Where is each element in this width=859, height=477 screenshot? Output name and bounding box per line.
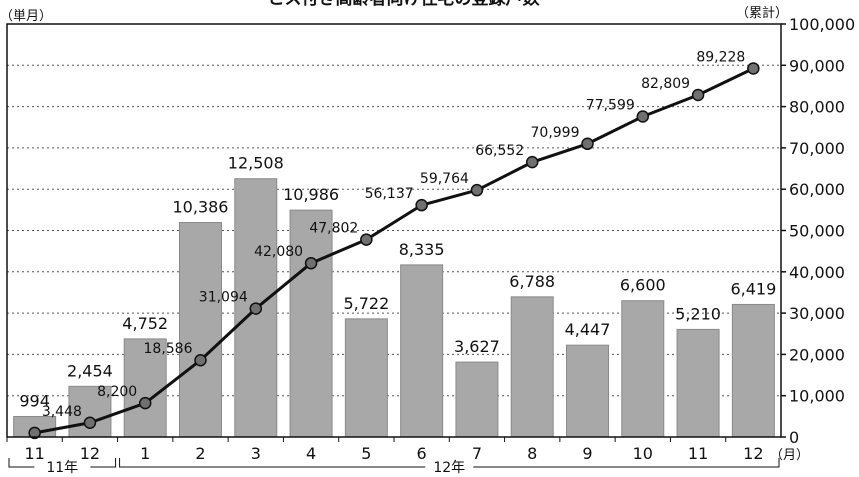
- x-tick-label: 3: [251, 444, 261, 463]
- line-point: [249, 302, 263, 315]
- bar: [621, 300, 665, 438]
- left-unit-label: （単月）: [0, 8, 52, 24]
- month-unit-label: （月）: [770, 448, 809, 463]
- cumulative-value-label: 82,809: [641, 76, 690, 92]
- bar-value-label: 4,447: [565, 320, 611, 339]
- line-point: [415, 198, 428, 212]
- line-point: [581, 137, 594, 151]
- year-group-label: 11年: [46, 460, 78, 476]
- bar: [455, 361, 499, 438]
- bar-value-label: 3,627: [454, 337, 500, 356]
- cumulative-line: [34, 67, 755, 435]
- bar-value-label: 5,210: [675, 304, 721, 323]
- year-bracket: [90, 458, 117, 468]
- data-labels: 994 2,454 4,752 10,386 12,508 10,986 5,722 8,33…: [19, 49, 776, 419]
- bar-value-label: 994: [19, 391, 50, 410]
- bar-value-label: 6,788: [509, 272, 555, 291]
- y-tick-label: 30,000: [789, 304, 845, 323]
- year-bracket: [119, 458, 426, 468]
- x-tick-label: 8: [527, 444, 537, 463]
- y-tick-label: 70,000: [789, 139, 845, 158]
- bar: [566, 344, 609, 438]
- y-tick-label: 80,000: [789, 98, 845, 117]
- line-point: [28, 426, 41, 440]
- x-tick-label: 9: [582, 444, 592, 463]
- bar-value-label: 10,986: [283, 185, 339, 204]
- line-point: [525, 155, 539, 169]
- line-point: [470, 183, 484, 197]
- line-series: [28, 62, 760, 440]
- y-tick-label: 10,000: [789, 387, 845, 406]
- y-tick-label: 40,000: [789, 263, 845, 282]
- cumulative-value-label: 31,094: [199, 290, 248, 306]
- y-tick-label: 0: [789, 428, 799, 447]
- x-tick-label: 10: [633, 444, 653, 463]
- chart-title: ーとス付き高齢者向け住宅の登録戸数: [251, 0, 541, 9]
- year-group-label: 12年: [433, 460, 465, 476]
- x-tick-label: 1: [140, 444, 150, 463]
- x-tick-label: 4: [306, 444, 316, 463]
- x-tick-label: 2: [195, 444, 205, 463]
- x-tick-label: 6: [417, 444, 427, 463]
- y-tick-label: 90,000: [789, 56, 845, 75]
- bar-value-label: 12,508: [228, 154, 284, 173]
- cumulative-value-label: 3,448: [42, 404, 82, 420]
- cumulative-value-label: 77,599: [586, 98, 635, 114]
- bar-value-label: 6,600: [620, 276, 666, 295]
- line-point: [636, 110, 650, 123]
- year-bracket: [8, 458, 35, 468]
- bar: [344, 318, 388, 438]
- bar-value-label: 2,454: [67, 361, 113, 380]
- bar-value-label: 6,419: [730, 279, 776, 298]
- bar-series: [13, 178, 775, 438]
- bar: [731, 303, 775, 438]
- x-tick-label: 12: [743, 444, 763, 463]
- y-tick-label: 100,000: [789, 15, 855, 34]
- bar-value-label: 10,386: [173, 198, 229, 217]
- cumulative-value-label: 18,586: [144, 341, 193, 357]
- bar-value-label: 5,722: [343, 294, 389, 313]
- bar-value-label: 8,335: [399, 240, 445, 259]
- bar: [179, 222, 222, 438]
- x-tick-label: 5: [361, 444, 371, 463]
- bar: [510, 296, 554, 438]
- line-point: [83, 416, 97, 430]
- cumulative-value-label: 47,802: [309, 221, 358, 237]
- cumulative-value-label: 42,080: [254, 244, 303, 260]
- bar-value-label: 4,752: [122, 314, 168, 333]
- bar: [400, 264, 444, 438]
- cumulative-value-label: 8,200: [97, 384, 137, 400]
- line-point: [304, 256, 318, 270]
- axes: 0 10,000 20,000 30,000 40,000 50,000 60,000 70,…: [6, 15, 855, 476]
- line-point: [691, 88, 705, 102]
- year-bracket: [473, 458, 780, 468]
- x-tick-label: 7: [472, 444, 482, 463]
- cumulative-value-label: 66,552: [475, 143, 524, 159]
- x-tick-label: 11: [688, 444, 708, 463]
- bar: [676, 328, 720, 438]
- y-tick-label: 20,000: [789, 345, 845, 364]
- line-point: [194, 353, 207, 367]
- line-point: [747, 62, 760, 75]
- y-tick-label: 60,000: [789, 180, 845, 199]
- cumulative-value-label: 89,228: [696, 49, 745, 65]
- x-tick-label: 11: [24, 444, 44, 463]
- right-unit-label: （累計）: [736, 5, 788, 21]
- x-tick-label: 12: [80, 444, 100, 463]
- bar: [289, 209, 333, 438]
- line-point: [138, 396, 152, 410]
- cumulative-value-label: 56,137: [365, 186, 414, 202]
- cumulative-value-label: 70,999: [531, 125, 580, 141]
- y-tick-label: 50,000: [789, 222, 845, 241]
- cumulative-value-label: 59,764: [420, 171, 469, 187]
- line-point: [360, 233, 373, 246]
